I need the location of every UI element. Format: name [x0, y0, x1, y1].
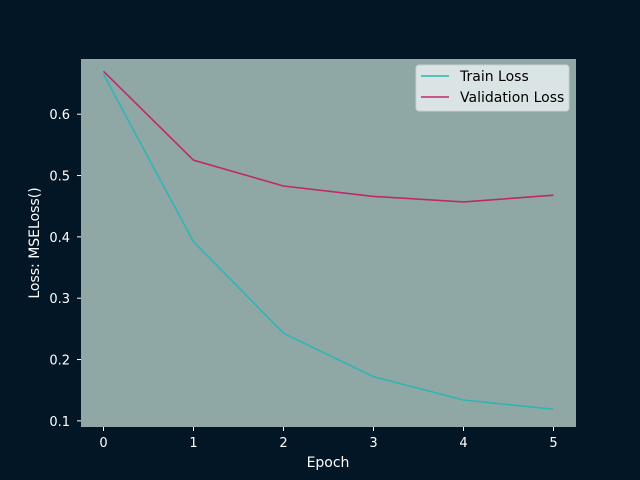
- y-tick-label: 0.3: [49, 292, 70, 307]
- series-layer: [102, 70, 554, 410]
- y-tick-label: 0.2: [49, 354, 70, 369]
- y-tick-label: 0.5: [49, 170, 70, 185]
- axes-layer: 0 1 2 3 4 5 0.1 0.2 0.3 0.4 0.5 0.6: [49, 108, 557, 451]
- x-tick-label: 5: [549, 436, 557, 451]
- y-tick-label: 0.1: [49, 415, 70, 430]
- y-tick-label: 0.6: [49, 108, 70, 123]
- x-tick-label: 1: [189, 436, 197, 451]
- legend-label: Train Loss: [459, 69, 529, 85]
- x-tick-label: 4: [459, 436, 467, 451]
- legend-box: [415, 64, 570, 112]
- x-axis-label: Epoch: [307, 455, 350, 471]
- x-tick-label: 2: [279, 436, 287, 451]
- series-line-validation-loss: [102, 70, 554, 203]
- plot-area: [81, 59, 576, 427]
- y-axis-label: Loss: MSELoss(): [27, 187, 43, 298]
- x-tick-label: 3: [369, 436, 377, 451]
- y-tick-label: 0.4: [49, 231, 70, 246]
- series-line-train-loss: [102, 73, 554, 410]
- legend: Train Loss Validation Loss: [415, 64, 570, 112]
- x-tick-label: 0: [99, 436, 107, 451]
- legend-label: Validation Loss: [460, 90, 564, 106]
